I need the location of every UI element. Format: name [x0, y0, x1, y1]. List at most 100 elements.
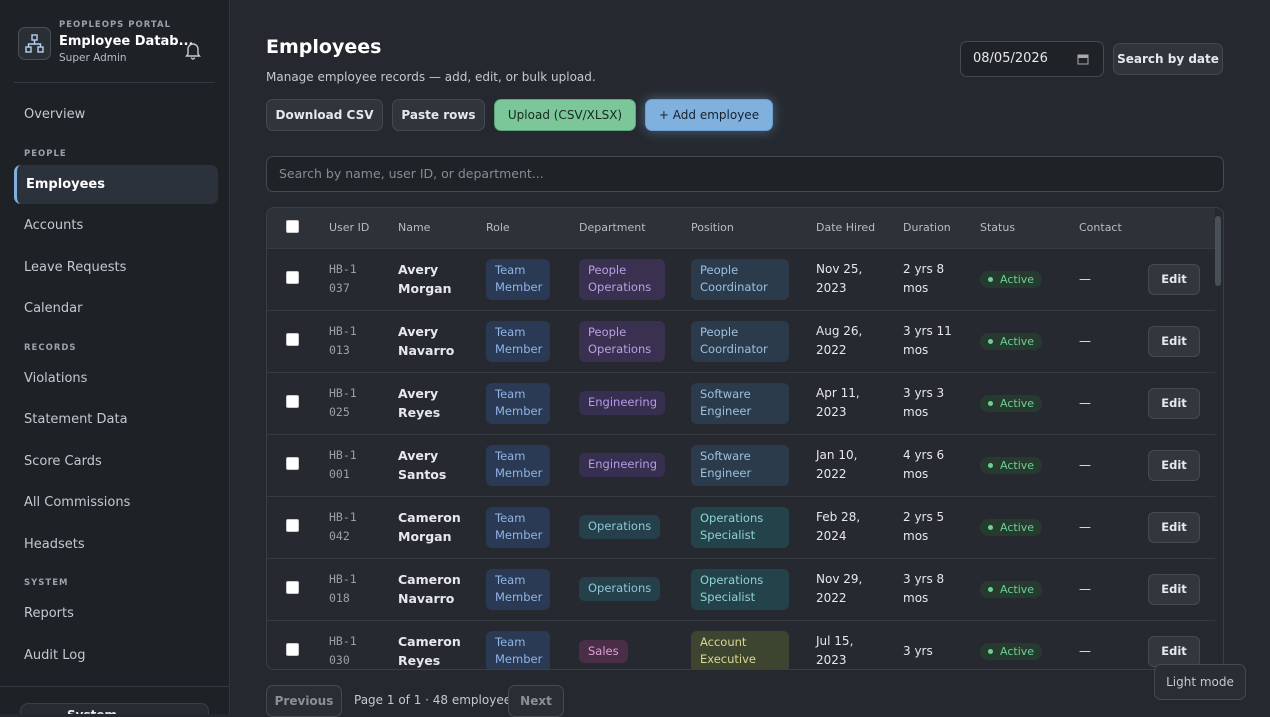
cell: Active	[968, 619, 1067, 669]
row-checkbox[interactable]	[286, 333, 299, 346]
search-date-button[interactable]: Search by date	[1113, 43, 1223, 75]
row-checkbox[interactable]	[286, 271, 299, 284]
role-chip: Team Member	[486, 382, 550, 424]
row-checkbox[interactable]	[286, 519, 299, 532]
nav-item[interactable]: All Commissions	[24, 495, 131, 510]
edit-button[interactable]: Edit	[1148, 325, 1200, 357]
scrollbar-thumb[interactable]	[1215, 216, 1221, 286]
department-chip: Operations	[579, 515, 661, 539]
cell: Active	[968, 309, 1067, 372]
cell: 3 yrs 11 mos	[891, 309, 968, 372]
nav-item[interactable]: Employees	[14, 164, 218, 204]
status-badge: Active	[980, 456, 1043, 474]
duration: 4 yrs 6 mos	[903, 448, 945, 481]
nav-item[interactable]: Leave Requests	[24, 259, 127, 275]
cell	[267, 495, 317, 558]
contact: —	[1079, 644, 1091, 659]
action-button[interactable]: + Add employee	[645, 99, 773, 131]
department-chip: People Operations	[579, 320, 665, 362]
row-checkbox[interactable]	[286, 457, 299, 470]
employee-name: Avery Morgan	[398, 262, 452, 296]
theme-toggle[interactable]: Light mode	[1154, 664, 1246, 700]
search-input[interactable]: Search by name, user ID, or department..…	[266, 156, 1224, 192]
nav-item[interactable]: Headsets	[24, 536, 85, 552]
previous-button[interactable]: Previous	[266, 685, 342, 717]
edit-button[interactable]: Edit	[1148, 387, 1200, 419]
cell: Cameron Morgan	[386, 495, 474, 558]
cell: Active	[968, 371, 1067, 434]
cell	[267, 309, 317, 372]
edit-button[interactable]: Edit	[1148, 449, 1200, 481]
department-chip: Operations	[579, 577, 661, 601]
action-button[interactable]: Paste rows	[392, 99, 485, 131]
status-badge: Active	[980, 642, 1043, 660]
cell: Edit	[1136, 495, 1215, 558]
status-badge: Active	[980, 394, 1043, 412]
status-badge: Active	[980, 270, 1043, 288]
cell: HB-1025	[317, 371, 386, 434]
duration: 2 yrs 8 mos	[903, 262, 945, 295]
header-cell	[267, 208, 317, 248]
duration: 2 yrs 5 mos	[903, 510, 945, 543]
row-checkbox[interactable]	[286, 395, 299, 408]
cell: Software Engineer	[679, 433, 804, 496]
row-checkbox[interactable]	[286, 643, 299, 657]
cell: 3 yrs 3 mos	[891, 371, 968, 434]
position-chip: Operations Specialist	[691, 506, 789, 548]
page-subtitle: Manage employee records — add, edit, or …	[266, 70, 596, 84]
nav-item[interactable]: Violations	[24, 370, 88, 386]
calendar-icon	[1077, 54, 1089, 65]
employee-row: HB-1025 Avery Reyes Team Member Engineering…	[267, 371, 1215, 434]
nav-item[interactable]: Overview	[24, 107, 86, 122]
select-all-checkbox[interactable]	[286, 219, 299, 233]
edit-button[interactable]: Edit	[1148, 573, 1200, 605]
status-badge: Active	[980, 580, 1043, 598]
department-chip: Engineering	[579, 453, 665, 477]
edit-button[interactable]: Edit	[1148, 635, 1200, 667]
nav-item[interactable]: Accounts	[24, 218, 84, 233]
edit-button[interactable]: Edit	[1148, 263, 1200, 295]
cell: Cameron Reyes	[386, 619, 474, 669]
employee-name: Avery Navarro	[398, 324, 455, 358]
cell: People Operations	[567, 309, 679, 372]
cell: Apr 11, 2023	[804, 371, 891, 434]
cell: Active	[968, 495, 1067, 558]
divider	[14, 82, 215, 83]
cell: Edit	[1136, 433, 1215, 496]
role-chip: Team Member	[486, 568, 550, 610]
nav-item[interactable]: Audit Log	[24, 647, 86, 663]
user-id: HB-1030	[329, 634, 357, 668]
cell: Operations Specialist	[679, 557, 804, 620]
row-checkbox[interactable]	[286, 581, 299, 594]
logo	[18, 27, 51, 60]
employee-row: HB-1042 Cameron Morgan Team Member Operatio…	[267, 495, 1215, 558]
employee-name: Cameron Reyes	[398, 634, 461, 669]
header-cell: User ID	[317, 208, 386, 248]
next-button[interactable]: Next	[508, 685, 564, 717]
cell: 3 yrs 8 mos	[891, 557, 968, 620]
duration: 3 yrs 11 mos	[903, 324, 952, 357]
cell: Team Member	[474, 495, 567, 558]
user-id: HB-1013	[329, 324, 357, 357]
header-cell: Department	[567, 208, 679, 248]
cell: HB-1018	[317, 557, 386, 620]
nav-item[interactable]: Calendar	[24, 301, 83, 316]
cell: Cameron Navarro	[386, 557, 474, 620]
cell: Avery Morgan	[386, 247, 474, 310]
action-button[interactable]: Download CSV	[266, 99, 383, 131]
cell: —	[1067, 309, 1136, 372]
nav-item[interactable]: Statement Data	[24, 412, 128, 427]
nav-item[interactable]: Reports	[24, 606, 74, 621]
nav-item[interactable]: Score Cards	[24, 453, 102, 469]
position-chip: Account Executive	[691, 630, 789, 669]
portal-label: PEOPLEOPS PORTAL	[59, 20, 172, 30]
cell: Team Member	[474, 371, 567, 434]
duration: 3 yrs 8 mos	[903, 572, 945, 605]
cell: Operations Specialist	[679, 495, 804, 558]
edit-button[interactable]: Edit	[1148, 511, 1200, 543]
action-button[interactable]: Upload (CSV/XLSX)	[494, 99, 636, 131]
date-input[interactable]: 08/05/2026	[960, 41, 1104, 77]
notifications-bell[interactable]	[184, 40, 202, 60]
account-card[interactable]: System Administrator	[20, 703, 209, 714]
role-chip: Team Member	[486, 444, 550, 486]
